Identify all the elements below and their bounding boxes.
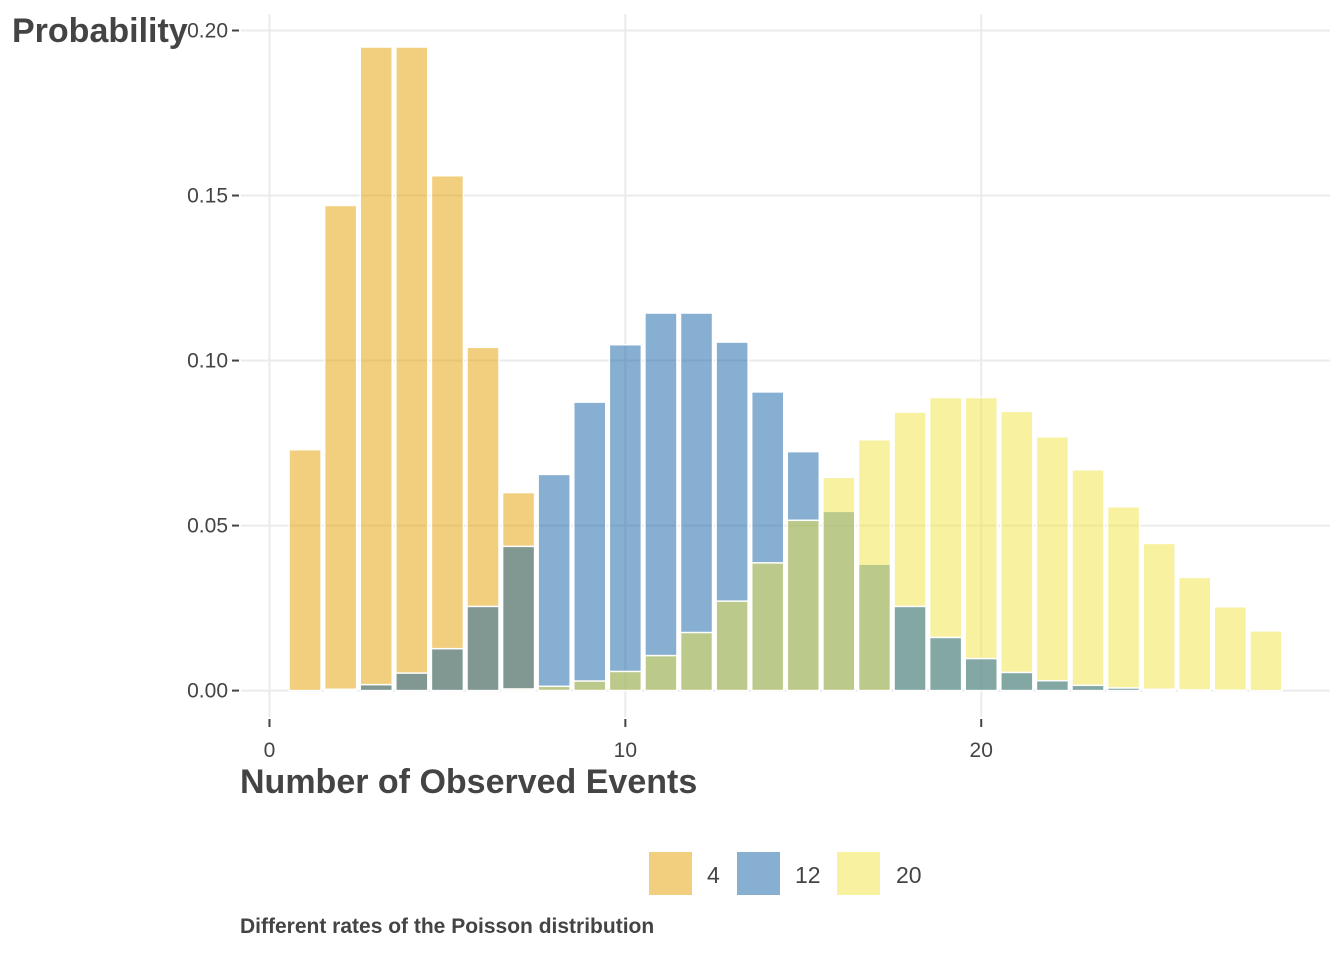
- bar-rate-12: [537, 473, 571, 692]
- bar-rate-20: [537, 685, 571, 692]
- bar-rate-12: [893, 605, 927, 692]
- bar-rate-4: [359, 46, 393, 692]
- bar-rate-12: [395, 672, 429, 692]
- y-tick-label: 0.20: [187, 20, 228, 43]
- x-tick-label: 20: [970, 739, 993, 762]
- legend-swatch-4: [649, 852, 692, 895]
- bar-rate-20: [644, 654, 678, 692]
- bar-rate-12: [1035, 679, 1070, 692]
- bar-rate-4: [430, 174, 465, 692]
- bar-rate-20: [1142, 542, 1176, 692]
- bar-rate-12: [466, 605, 500, 692]
- bar-rate-12: [608, 343, 643, 692]
- x-tick-label: 0: [264, 739, 276, 762]
- bar-rate-12: [1000, 671, 1034, 692]
- bar-rate-20: [786, 519, 821, 692]
- bar-rate-20: [1213, 606, 1248, 692]
- legend-swatch-20: [837, 852, 880, 895]
- bar-rate-20: [608, 670, 643, 692]
- legend-caption: Different rates of the Poisson distribut…: [240, 915, 654, 938]
- bar-rate-20: [1106, 506, 1141, 692]
- y-tick-label: 0.10: [187, 350, 228, 373]
- bar-rate-12: [1106, 687, 1141, 692]
- bar-rate-20: [1000, 410, 1034, 692]
- legend: 4 12 20: [649, 852, 922, 895]
- bar-rate-4: [323, 204, 358, 692]
- bar-rate-4: [288, 448, 322, 692]
- x-tick-label: 10: [614, 739, 637, 762]
- bar-rate-20: [573, 680, 607, 692]
- bar-rate-12: [501, 545, 536, 692]
- bars-layer: [288, 46, 1283, 692]
- bar-rate-12: [1213, 689, 1248, 692]
- bar-rate-12: [430, 647, 465, 692]
- x-axis: 0 10 20: [264, 719, 993, 762]
- bar-rate-20: [964, 396, 998, 692]
- bar-rate-20: [857, 439, 892, 692]
- bar-rate-20: [679, 631, 714, 692]
- legend-label-4: 4: [707, 862, 720, 888]
- y-tick-label: 0.00: [187, 680, 228, 703]
- bar-rate-20: [1178, 576, 1212, 692]
- bar-rate-20: [822, 476, 856, 692]
- bar-rate-12: [928, 636, 963, 692]
- bar-rate-20: [750, 562, 785, 692]
- y-tick-label: 0.15: [187, 185, 228, 208]
- y-axis-title: Probability: [12, 12, 188, 50]
- bar-rate-12: [1178, 689, 1212, 692]
- bar-rate-20: [501, 688, 536, 692]
- bar-rate-12: [964, 657, 998, 692]
- bar-rate-20: [1249, 630, 1283, 692]
- bar-rate-20: [1035, 436, 1070, 692]
- bar-rate-12: [359, 683, 393, 692]
- bar-rate-4: [395, 46, 429, 692]
- bar-rate-20: [1071, 469, 1105, 692]
- legend-label-12: 12: [795, 862, 821, 888]
- bar-rate-12: [1142, 688, 1176, 692]
- bar-rate-12: [573, 401, 607, 692]
- bar-rate-12: [1071, 684, 1105, 692]
- y-tick-label: 0.05: [187, 515, 228, 538]
- legend-swatch-12: [737, 852, 780, 895]
- bar-rate-12: [644, 312, 678, 692]
- y-axis: 0.00 0.05 0.10 0.15 0.20: [187, 20, 239, 703]
- x-axis-title: Number of Observed Events: [240, 763, 697, 801]
- legend-label-20: 20: [896, 862, 922, 888]
- bar-rate-12: [323, 688, 358, 692]
- bar-rate-20: [715, 600, 749, 692]
